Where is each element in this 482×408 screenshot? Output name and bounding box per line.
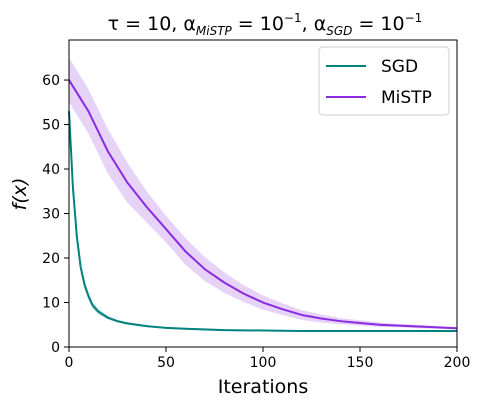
y-tick-label: 50 [42, 118, 60, 134]
legend: SGD MiSTP [318, 46, 450, 116]
title-subscript: MiSTP [196, 24, 233, 38]
x-axis-label: Iterations [218, 376, 309, 398]
title-part: , α [302, 13, 327, 35]
y-tick-label: 0 [51, 340, 60, 356]
title-subscript: SGD [326, 24, 352, 38]
y-tick-label: 20 [42, 251, 60, 267]
title-superscript: −1 [284, 11, 302, 25]
title-superscript: −1 [405, 11, 423, 25]
y-axis-label: f(x) [9, 178, 31, 211]
y-tick-label: 10 [42, 296, 60, 312]
x-tick-label: 200 [444, 355, 471, 371]
series-lines [68, 79, 458, 332]
x-tick-label: 150 [347, 355, 374, 371]
legend-label-sgd: SGD [381, 57, 418, 77]
x-tick-label: 0 [65, 355, 74, 371]
title-part: = 10 [352, 13, 404, 35]
y-tick-label: 30 [42, 207, 60, 223]
title-part: τ = 10, α [108, 13, 196, 35]
line-mistp [68, 79, 458, 330]
y-tick-label: 60 [42, 73, 60, 89]
legend-label-mistp: MiSTP [381, 88, 432, 108]
confidence-bands [69, 57, 457, 332]
band-mistp [69, 57, 457, 330]
x-tick-label: 50 [157, 355, 175, 371]
axis-ticks: 0 50 100 150 200 0 10 20 30 40 50 60 [42, 73, 470, 371]
title-part: = 10 [232, 13, 284, 35]
plot-frame [68, 39, 458, 348]
line-sgd [68, 111, 457, 332]
x-tick-label: 100 [250, 355, 277, 371]
chart-title: τ = 10, αMiSTP = 10−1, αSGD = 10−1 [108, 11, 423, 38]
y-tick-label: 40 [42, 162, 60, 178]
